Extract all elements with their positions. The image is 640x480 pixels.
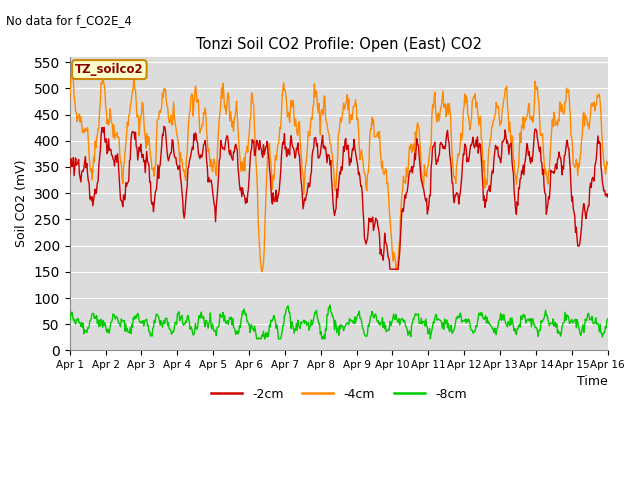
Title: Tonzi Soil CO2 Profile: Open (East) CO2: Tonzi Soil CO2 Profile: Open (East) CO2 — [196, 36, 482, 51]
Text: TZ_soilco2: TZ_soilco2 — [75, 63, 143, 76]
Y-axis label: Soil CO2 (mV): Soil CO2 (mV) — [15, 160, 28, 247]
Text: No data for f_CO2E_4: No data for f_CO2E_4 — [6, 14, 132, 27]
Legend: -2cm, -4cm, -8cm: -2cm, -4cm, -8cm — [205, 383, 472, 406]
Text: Time: Time — [577, 375, 608, 388]
